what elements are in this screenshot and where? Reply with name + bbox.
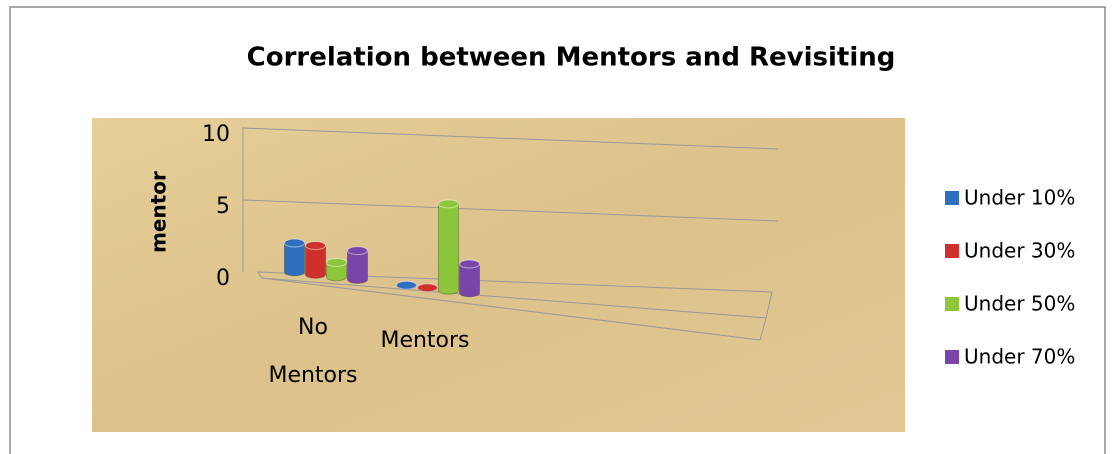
plot-area (92, 118, 905, 432)
bar-top (347, 246, 368, 256)
y-tick-label: 10 (202, 122, 230, 147)
bar (284, 242, 305, 277)
bar-top (417, 283, 438, 293)
legend-label: Under 70% (964, 345, 1075, 369)
legend-swatch (945, 191, 959, 205)
bar-top (459, 259, 480, 269)
legend-swatch (945, 244, 959, 258)
grid-line (242, 199, 779, 222)
bar-top (305, 241, 326, 251)
legend-label: Under 10% (964, 186, 1075, 210)
y-axis-title: mentor (147, 171, 171, 253)
legend-label: Under 50% (964, 292, 1075, 316)
y-tick-label: 0 (216, 266, 230, 291)
bar (305, 245, 326, 279)
legend-label: Under 30% (964, 239, 1075, 263)
bar (347, 250, 368, 284)
chart-title: Correlation between Mentors and Revisiti… (247, 43, 896, 73)
bar-top (438, 199, 459, 209)
bar (326, 261, 347, 282)
y-tick-label: 5 (216, 194, 230, 219)
bar (438, 203, 459, 295)
x-tick-label: Mentors (380, 328, 470, 353)
x-tick-label: No Mentors (268, 315, 358, 388)
bar (459, 263, 480, 298)
grid-line (242, 127, 779, 150)
bar-top (326, 257, 347, 267)
legend-swatch (945, 297, 959, 311)
bar-top (396, 280, 417, 290)
legend-swatch (945, 350, 959, 364)
floor-edge (759, 317, 767, 341)
bar-top (284, 238, 305, 248)
floor-front (261, 277, 761, 341)
